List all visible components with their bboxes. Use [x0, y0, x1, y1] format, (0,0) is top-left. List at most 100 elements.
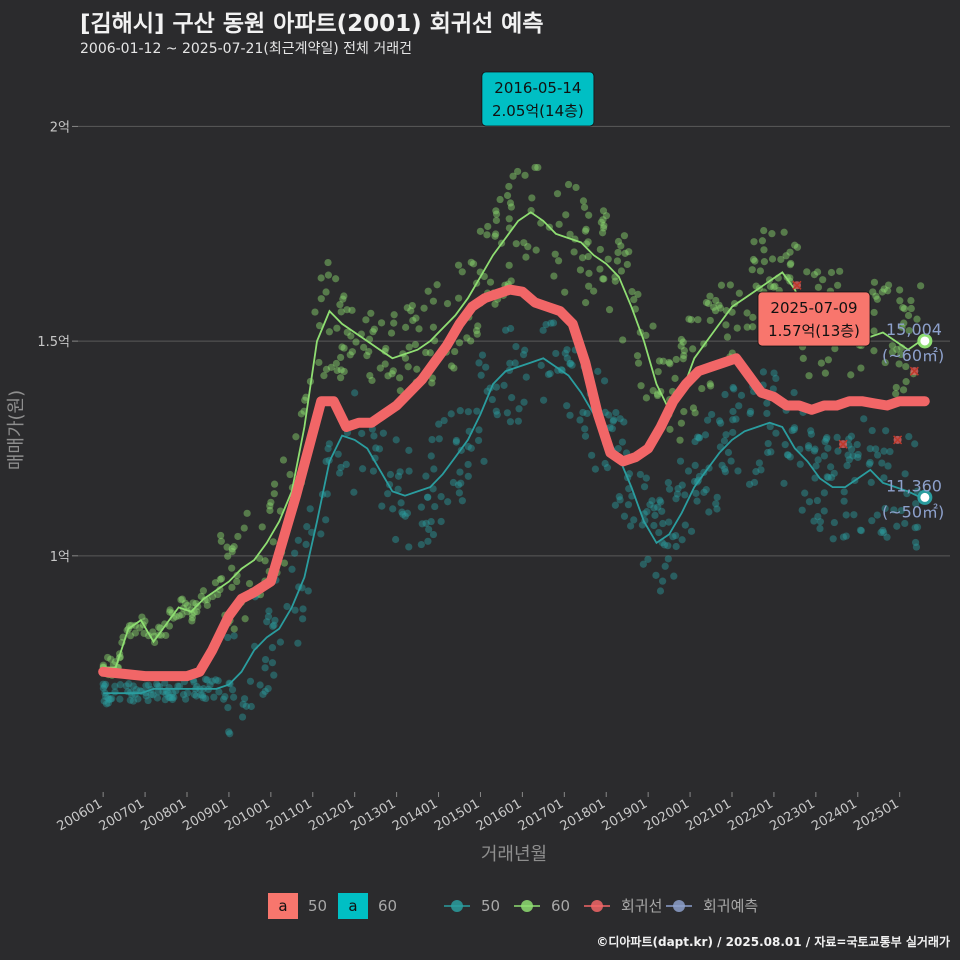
scatter-point-60 — [322, 288, 330, 296]
scatter-point-60 — [564, 180, 573, 189]
scatter-point-50 — [440, 416, 448, 425]
scatter-point-50 — [106, 695, 115, 703]
scatter-point-60 — [172, 613, 180, 621]
scatter-point-60 — [512, 240, 520, 248]
scatter-point-60 — [224, 552, 232, 560]
scatter-point-60 — [352, 338, 360, 346]
x-tick-label: 201701 — [516, 796, 566, 834]
scatter-point-50 — [261, 664, 269, 672]
scatter-point-50 — [116, 681, 124, 689]
scatter-point-60 — [870, 347, 878, 355]
y-tick-label: 1.5억 — [37, 335, 70, 350]
scatter-point-50 — [839, 533, 848, 541]
scatter-point-50 — [576, 416, 584, 424]
scatter-point-60 — [387, 329, 396, 337]
scatter-point-60 — [623, 260, 631, 269]
scatter-point-50 — [912, 543, 921, 551]
legend-fill-swatch — [338, 893, 368, 919]
legend-fill-key: a — [278, 897, 287, 915]
scatter-point-60 — [913, 315, 921, 323]
scatter-point-60 — [491, 232, 499, 240]
scatter-point-60 — [422, 348, 430, 357]
scatter-point-50 — [692, 489, 700, 497]
scatter-point-60 — [710, 303, 718, 311]
scatter-point-50 — [605, 411, 613, 419]
scatter-point-60 — [327, 363, 335, 371]
scatter-point-50 — [449, 478, 458, 487]
scatter-point-50 — [737, 391, 746, 399]
scatter-point-50 — [322, 457, 330, 466]
scatter-point-60 — [332, 359, 340, 368]
scatter-point-60 — [672, 355, 680, 364]
scatter-point-50 — [105, 695, 113, 703]
scatter-point-50 — [824, 473, 832, 482]
scatter-point-50 — [502, 326, 510, 334]
scatter-point-50 — [358, 429, 366, 438]
scatter-point-60 — [872, 292, 880, 300]
scatter-point-60 — [346, 351, 354, 359]
scatter-point-50 — [702, 486, 710, 494]
x-tick-label: 202101 — [684, 796, 734, 834]
scatter-point-50 — [190, 690, 199, 699]
scatter-point-50 — [811, 474, 819, 482]
scatter-point-60 — [317, 274, 325, 282]
scatter-point-60 — [642, 331, 650, 340]
scatter-point-50 — [437, 517, 445, 526]
scatter-point-60 — [596, 245, 604, 254]
scatter-point-50 — [664, 555, 672, 563]
scatter-point-50 — [302, 540, 310, 549]
scatter-point-50 — [878, 459, 886, 467]
scatter-point-50 — [153, 680, 161, 688]
scatter-point-50 — [865, 460, 873, 468]
scatter-point-50 — [514, 417, 522, 425]
scatter-point-50 — [539, 326, 547, 334]
scatter-point-50 — [678, 481, 686, 489]
scatter-point-60 — [369, 328, 377, 336]
scatter-point-50 — [519, 351, 528, 359]
scatter-point-60 — [813, 268, 822, 276]
scatter-point-60 — [531, 163, 539, 172]
scatter-point-60 — [599, 207, 608, 215]
scatter-point-60 — [899, 304, 907, 312]
scatter-point-60 — [368, 376, 376, 385]
scatter-point-50 — [424, 537, 432, 545]
scatter-point-60 — [735, 289, 743, 297]
scatter-point-50 — [600, 377, 609, 385]
scatter-point-50 — [544, 370, 553, 379]
scatter-point-50 — [378, 502, 386, 510]
scatter-point-50 — [566, 359, 575, 367]
scatter-point-50 — [198, 691, 207, 699]
scatter-point-50 — [807, 427, 815, 435]
scatter-point-60 — [892, 390, 900, 398]
scatter-point-50 — [230, 693, 238, 701]
scatter-point-50 — [161, 679, 169, 687]
scatter-point-60 — [181, 599, 189, 607]
scatter-point-60 — [756, 267, 764, 275]
scatter-point-60 — [817, 359, 825, 367]
scatter-point-60 — [870, 308, 878, 317]
scatter-point-50 — [704, 416, 712, 424]
scatter-point-60 — [598, 229, 607, 237]
scatter-point-60 — [429, 297, 438, 305]
scatter-point-50 — [644, 555, 652, 563]
scatter-point-60 — [343, 306, 351, 314]
scatter-point-50 — [111, 688, 119, 696]
scatter-point-60 — [413, 365, 421, 373]
scatter-point-50 — [752, 468, 760, 476]
scatter-point-50 — [727, 457, 735, 465]
scatter-point-60 — [175, 612, 183, 620]
scatter-point-60 — [888, 348, 897, 356]
scatter-point-60 — [706, 316, 714, 325]
scatter-point-50 — [206, 681, 214, 689]
scatter-point-50 — [720, 437, 729, 445]
scatter-point-50 — [845, 456, 853, 464]
scatter-point-50 — [620, 418, 628, 426]
scatter-point-50 — [261, 655, 270, 664]
scatter-point-60 — [680, 346, 688, 355]
scatter-point-50 — [552, 349, 560, 358]
scatter-point-50 — [482, 363, 490, 371]
scatter-point-50 — [798, 506, 806, 514]
scatter-point-50 — [169, 689, 177, 697]
scatter-point-50 — [467, 444, 475, 452]
scatter-point-60 — [363, 351, 371, 360]
